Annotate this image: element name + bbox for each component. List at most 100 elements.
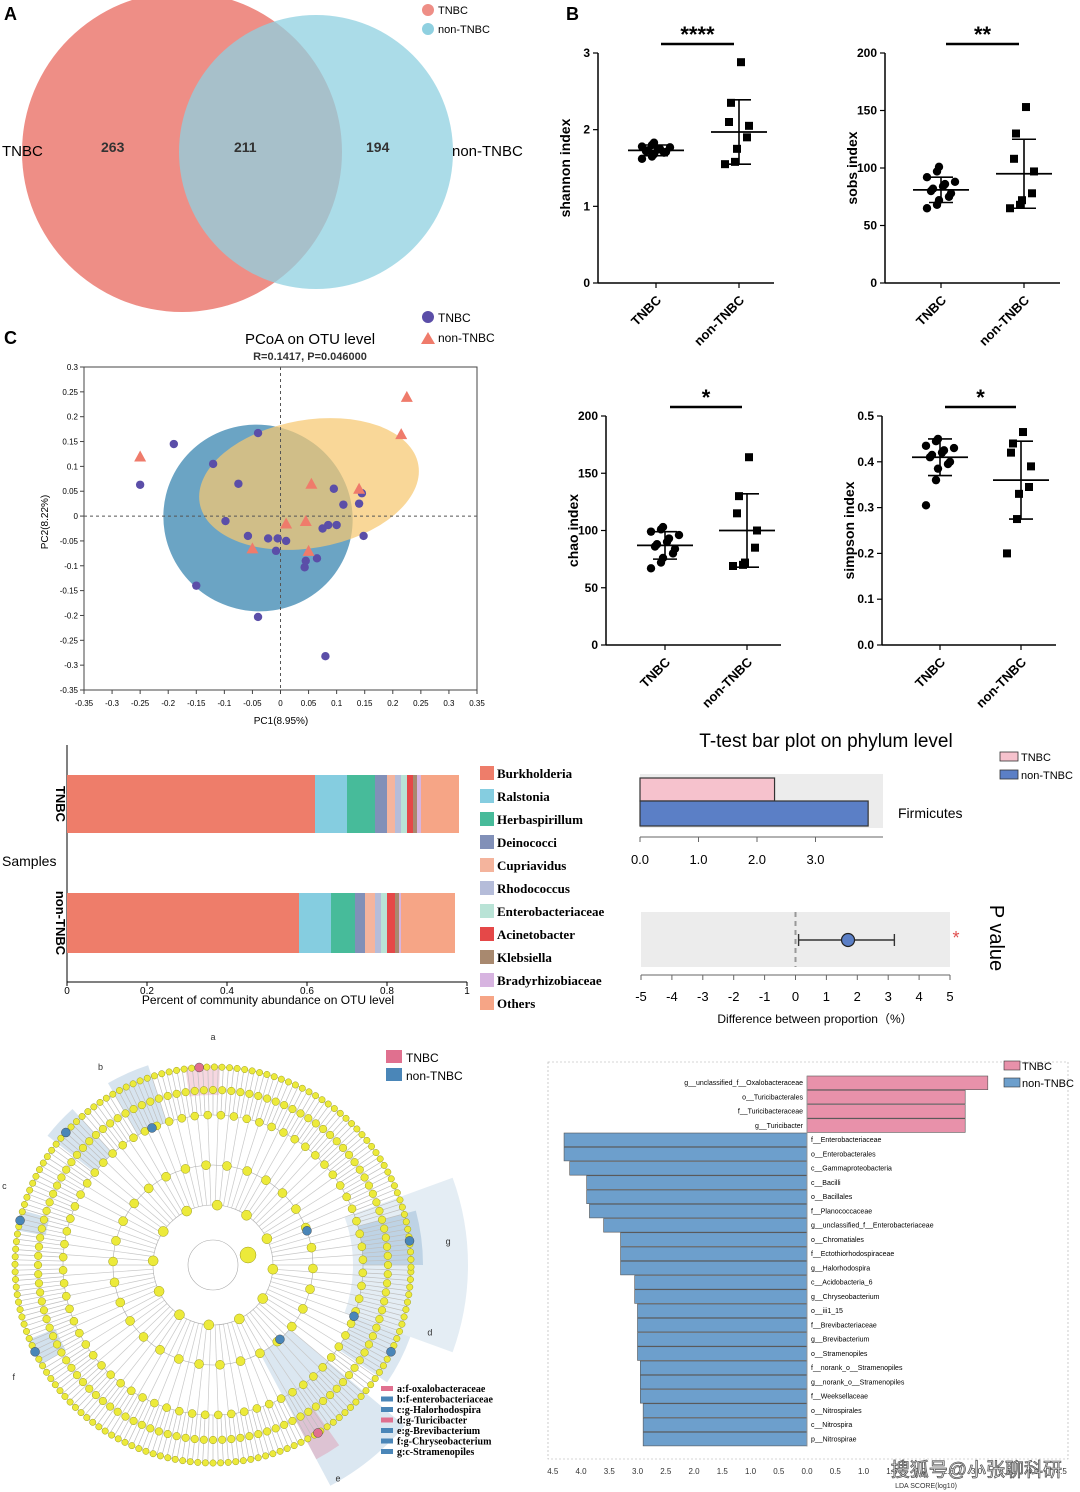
cladogram-branch [315,1373,350,1409]
cladogram-branch [186,1117,203,1206]
cladogram-biomarker-node [194,1062,204,1073]
cladogram-node [129,1133,138,1143]
lda-x-tick-label: 0.5 [773,1467,785,1476]
cladogram-branch [239,1070,250,1118]
cladogram-node [382,1242,392,1251]
cladogram-node [358,1268,368,1278]
cladogram-node [271,1097,280,1106]
cladogram-branch [304,1107,334,1147]
pcoa-point-tnbc [271,546,281,556]
cladogram-biomarker-node [386,1347,396,1357]
cladogram-node [381,1233,390,1242]
cladogram-branch [186,1413,194,1462]
pcoa-title: PCoA on OTU level [245,331,375,348]
simpson-x-tick-label: TNBC [912,654,949,691]
cladogram-node [241,1066,249,1073]
community-legend-swatch [480,973,494,987]
pcoa-x-tick-label: 0.05 [301,699,317,708]
cladogram-branch [284,1396,308,1440]
panel-label-b: B [566,4,579,24]
cladogram-key-swatch [381,1428,393,1433]
cladogram-node [326,1353,336,1362]
cladogram-node [288,1416,297,1425]
lda-x-tick-label: 2.5 [660,1467,672,1476]
community-legend-swatch [480,789,494,803]
cladogram-branch [246,1140,298,1216]
cladogram-branch [16,1284,65,1292]
cladogram-node [404,1298,411,1306]
cladogram-branch [344,1336,388,1360]
cladogram-node [375,1206,384,1215]
cladogram-node [56,1387,64,1395]
sobs-point-non-tnbc [1022,103,1030,112]
cladogram-node [154,1427,163,1436]
cladogram-branch [218,1324,230,1415]
cladogram-node [311,1151,320,1160]
cladogram-sector-letter: c [2,1181,7,1191]
chao-x-tick-label: non-TNBC [699,654,755,710]
ttest-title: T-test bar plot on phylum level [699,731,952,752]
cladogram-node [90,1103,98,1111]
simpson-y-tick-label: 0.1 [857,592,874,606]
lda-legend-label: TNBC [1022,1061,1052,1073]
cladogram-node [309,1372,318,1381]
cladogram-node [332,1137,341,1146]
cladogram-node [326,1391,335,1400]
chao-y-tick-label: 100 [578,524,598,538]
cladogram-branch [351,1188,397,1208]
chao-y-tick-label: 50 [585,581,599,595]
panel-label-c: C [4,328,17,348]
simpson-point-tnbc [933,464,943,473]
cladogram-node [330,1105,338,1112]
cladogram-sector-letter: g [446,1236,451,1246]
cladogram-node [96,1098,104,1106]
cladogram-node [354,1294,364,1303]
cladogram-node [33,1260,43,1270]
cladogram-key-swatch [381,1438,393,1444]
cladogram-branch [265,1194,346,1238]
cladogram-node [296,1109,305,1118]
cladogram-node [342,1114,350,1122]
cladogram-node [34,1270,43,1279]
community-segment-herbaspirillum [347,775,375,833]
ttest-diff-tick-label: -4 [666,989,678,1004]
community-segment-cupriavidus [387,775,395,833]
community-x-tick-label: 0.4 [220,986,234,997]
cladogram-node [158,1226,169,1237]
community-legend-swatch [480,950,494,964]
cladogram-node [39,1362,47,1370]
cladogram-node [211,1199,223,1211]
cladogram-node [344,1371,354,1380]
cladogram-branch [321,1128,357,1163]
cladogram-node [91,1130,100,1139]
lda-bar-label: g__Chryseobacterium [811,1294,880,1301]
cladogram-branch [91,1176,165,1231]
cladogram-node [36,1233,45,1242]
ttest-diff-tick-label: 2 [854,989,861,1004]
cladogram-key-swatch [381,1449,393,1454]
cladogram-node [355,1165,364,1174]
cladogram-branch [270,1223,358,1249]
cladogram-biomarker-node [61,1127,71,1138]
cladogram-node [177,1114,187,1123]
lda-x-tick-label: 4.5 [547,1467,559,1476]
ttest-bar-tnbc [639,777,776,802]
cladogram-branch [23,1208,70,1223]
cladogram-node [383,1270,392,1279]
lda-plot-frame [547,1061,1069,1460]
cladogram-branch [186,1324,203,1413]
cladogram-branch [362,1268,411,1271]
pcoa-point-tnbc [221,516,230,526]
cladogram-node [67,1363,76,1372]
cladogram-node [78,1113,86,1120]
simpson-y-tick-label: 0.4 [857,455,874,469]
cladogram-branch [112,1309,174,1377]
lda-bar-label: o__Bacillales [811,1194,853,1201]
cladogram-node [78,1378,87,1387]
cladogram-branch [235,1320,270,1405]
cladogram-branch [297,1101,326,1142]
cladogram-node [245,1432,254,1441]
pcoa-x-tick-label: -0.3 [105,699,119,708]
cladogram-node [239,1407,249,1416]
pcoa-y-tick-label: -0.15 [60,587,79,596]
